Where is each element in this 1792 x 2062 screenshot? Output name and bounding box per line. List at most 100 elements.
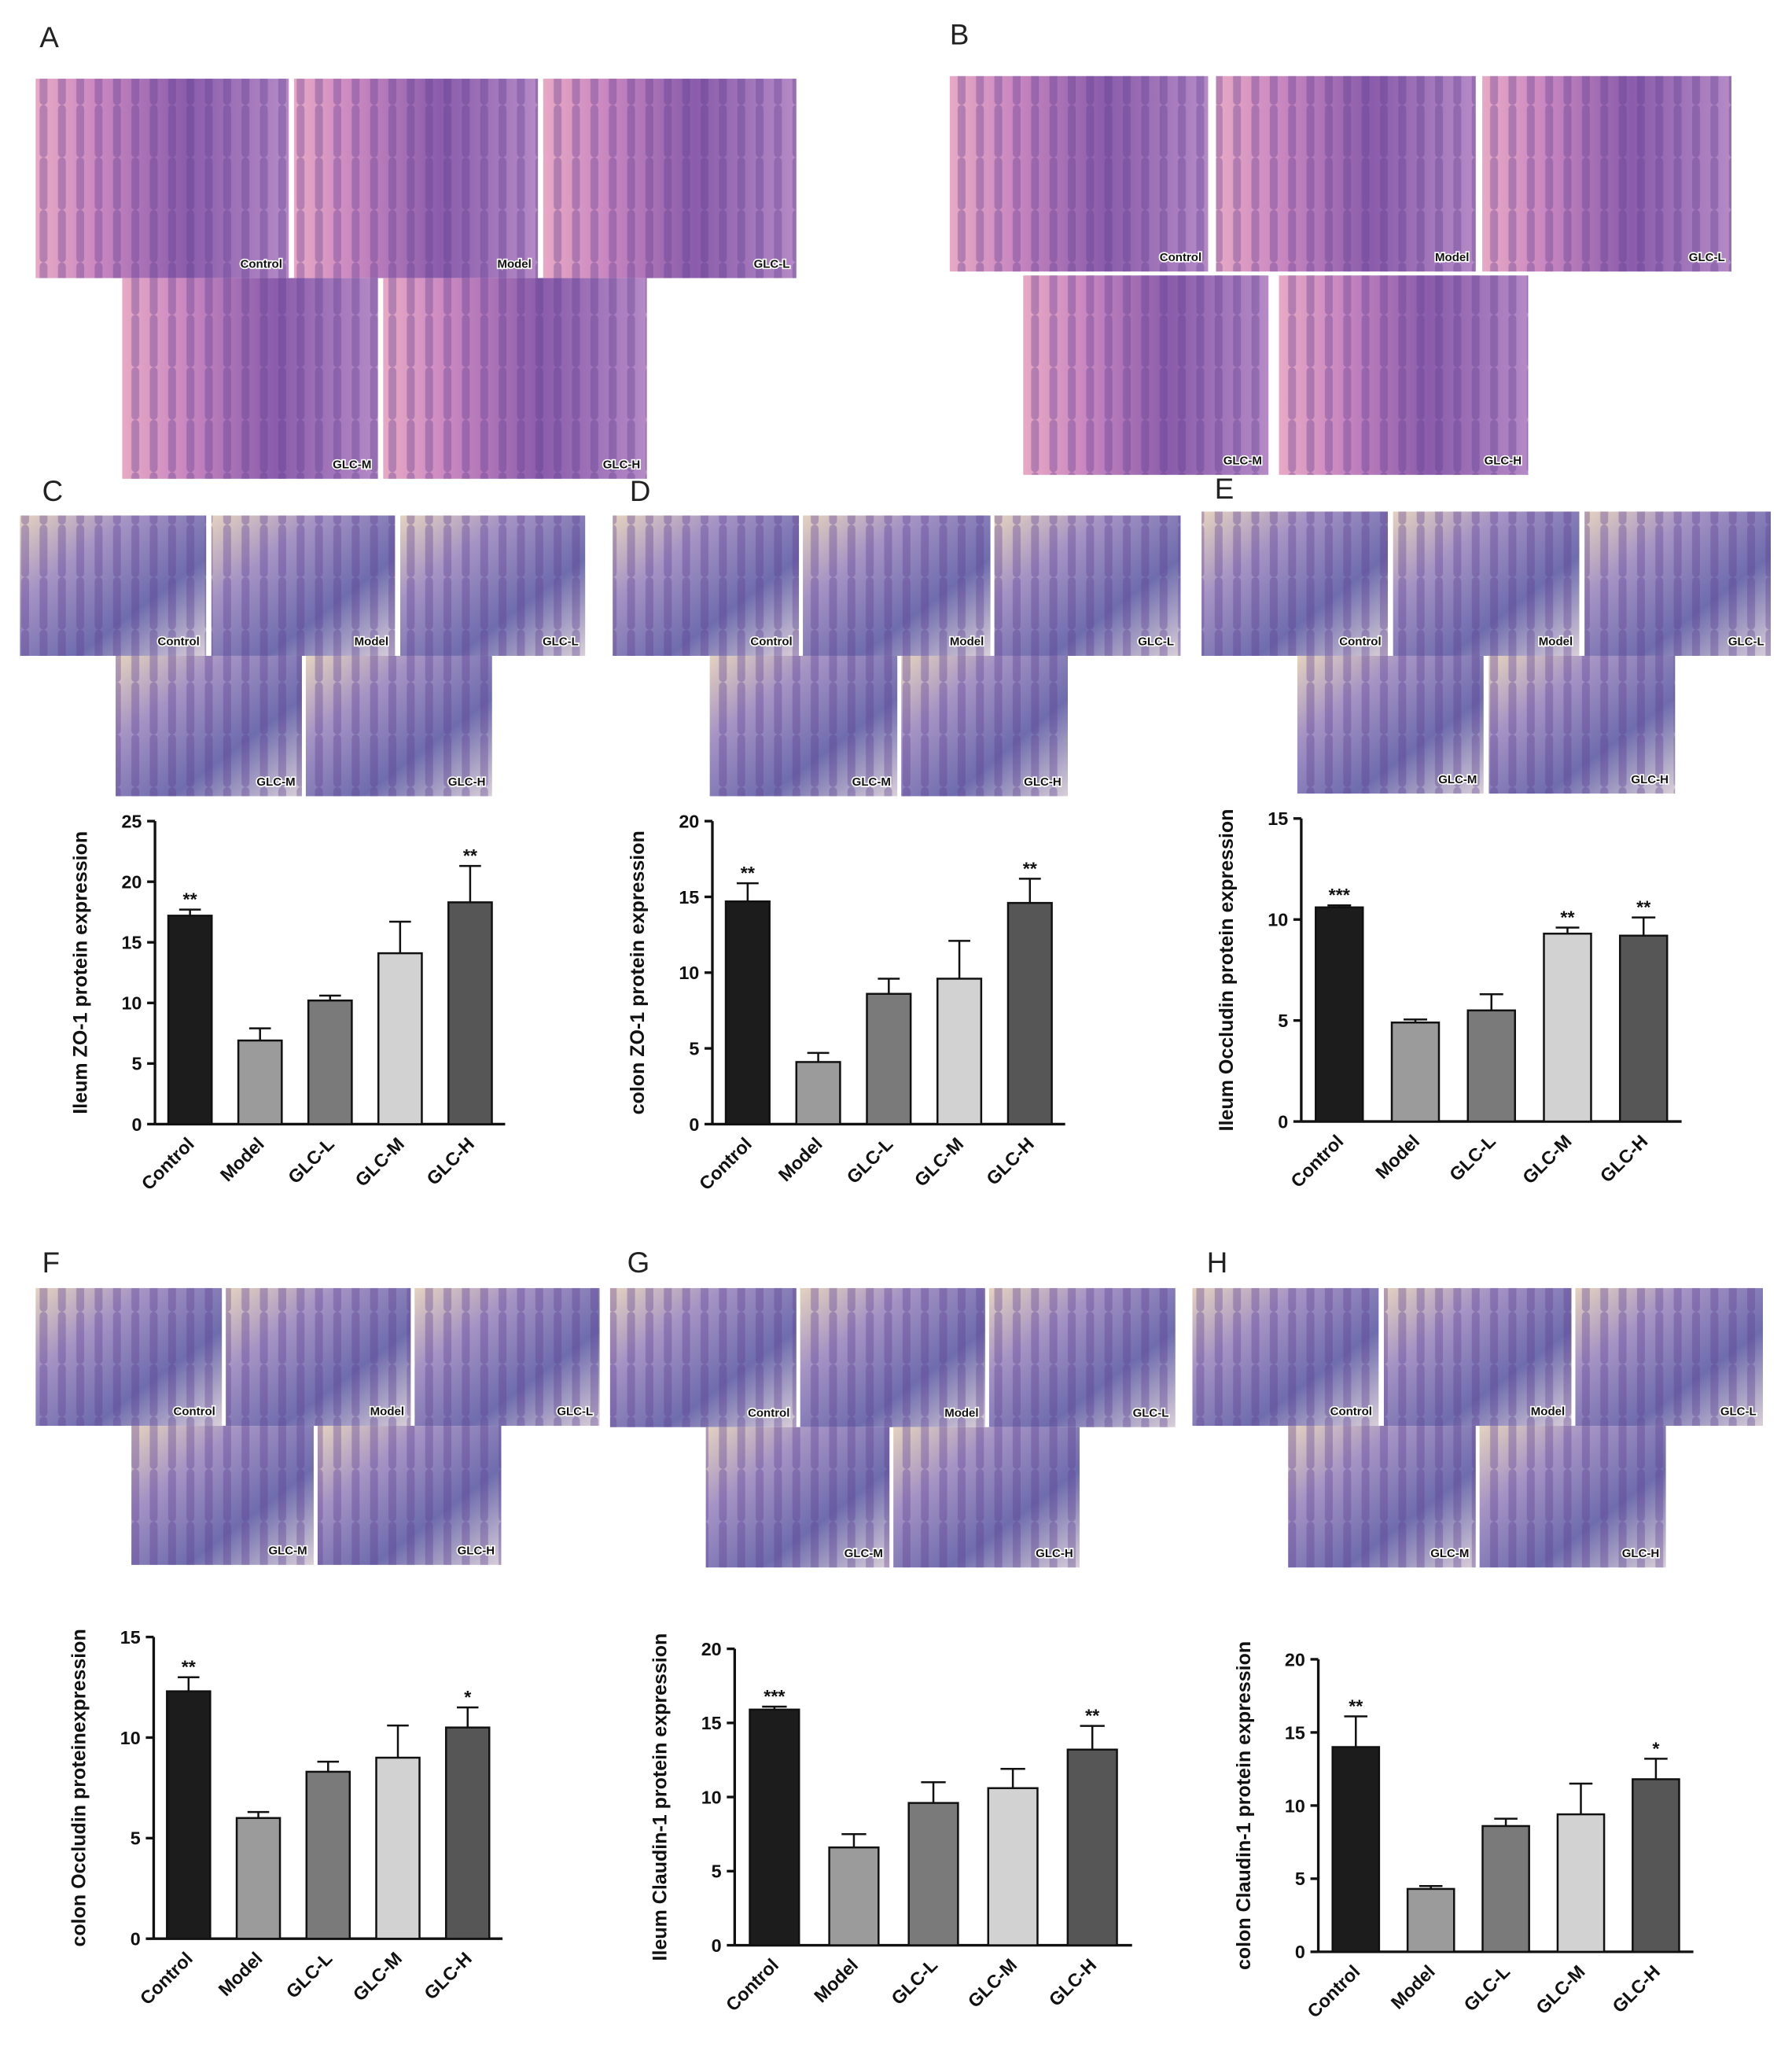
x-tick-label: Control bbox=[136, 1948, 197, 2009]
y-tick-label: 0 bbox=[1278, 1111, 1288, 1132]
histology-texture bbox=[988, 1287, 1176, 1427]
y-tick-label: 15 bbox=[701, 1713, 722, 1733]
histology-texture bbox=[613, 515, 800, 656]
x-tick-label: GLC-M bbox=[911, 1133, 967, 1190]
image-label: GLC-H bbox=[1622, 1547, 1660, 1560]
panel-letter: F bbox=[42, 1246, 60, 1279]
histology-texture bbox=[901, 655, 1068, 797]
panel-letter: B bbox=[950, 19, 969, 51]
bar bbox=[987, 1787, 1039, 1946]
histology-texture bbox=[1383, 1287, 1572, 1427]
image-label: GLC-L bbox=[1138, 635, 1174, 649]
histology-texture bbox=[211, 515, 396, 656]
error-bar bbox=[318, 994, 341, 1001]
significance: ** bbox=[183, 889, 198, 910]
bar bbox=[1006, 901, 1053, 1125]
y-tick-label: 10 bbox=[679, 963, 699, 983]
histology-texture bbox=[226, 1287, 411, 1427]
x-tick-label: Control bbox=[1303, 1961, 1363, 2022]
image-label: GLC-M bbox=[256, 775, 295, 789]
error-bar bbox=[248, 1027, 271, 1041]
x-tick-label: GLC-M bbox=[1532, 1961, 1588, 2018]
histology-texture bbox=[1297, 655, 1484, 794]
histology-texture bbox=[1575, 1287, 1764, 1427]
bar bbox=[444, 1726, 491, 1940]
y-tick-label: 10 bbox=[701, 1787, 722, 1807]
bar bbox=[375, 1756, 421, 1940]
x-tick-label: GLC-L bbox=[843, 1133, 897, 1187]
y-axis-label: Ileum Claudin-1 protein expression bbox=[649, 1633, 672, 1961]
histology-texture bbox=[122, 278, 378, 479]
bar bbox=[1556, 1813, 1606, 1953]
image-label: Control bbox=[174, 1405, 215, 1419]
y-tick-label: 20 bbox=[701, 1639, 722, 1659]
image-label: Control bbox=[750, 635, 792, 649]
error-bar bbox=[1000, 1768, 1025, 1788]
image-label: GLC-L bbox=[557, 1405, 593, 1419]
image-label: Model bbox=[1531, 1405, 1565, 1419]
y-axis-label: colon ZO-1 protein expression bbox=[627, 830, 649, 1114]
significance: * bbox=[1652, 1738, 1660, 1758]
panel-letter: D bbox=[630, 475, 651, 507]
significance: ** bbox=[1085, 1706, 1100, 1726]
x-tick-label: GLC-L bbox=[887, 1954, 941, 2009]
x-tick-label: Model bbox=[775, 1133, 826, 1185]
y-tick-label: 15 bbox=[1285, 1722, 1305, 1743]
x-tick-label: GLC-H bbox=[982, 1133, 1038, 1189]
bar bbox=[1390, 1021, 1441, 1123]
y-tick-label: 0 bbox=[131, 1929, 141, 1950]
y-tick-label: 5 bbox=[1278, 1011, 1288, 1031]
error-bar bbox=[807, 1051, 830, 1062]
bar bbox=[749, 1708, 800, 1946]
bar bbox=[1632, 1778, 1680, 1953]
error-bar bbox=[1479, 993, 1503, 1011]
image-label: GLC-L bbox=[543, 635, 579, 649]
significance: ** bbox=[1349, 1696, 1363, 1716]
y-tick-label: 15 bbox=[121, 933, 142, 953]
significance: ** bbox=[741, 863, 756, 883]
y-axis-label: colon Claudin-1 protein expression bbox=[1233, 1641, 1255, 1970]
bar bbox=[166, 1690, 212, 1940]
panel-letter: E bbox=[1215, 473, 1234, 505]
x-tick-label: Control bbox=[138, 1133, 198, 1194]
image-label: Control bbox=[1160, 251, 1201, 264]
histology-texture bbox=[709, 655, 898, 797]
y-axis-label: Ileum ZO-1 protein expression bbox=[69, 831, 91, 1114]
histology-texture bbox=[35, 1287, 223, 1427]
bar bbox=[1618, 934, 1669, 1123]
x-tick-label: GLC-L bbox=[282, 1948, 337, 2002]
y-tick-label: 0 bbox=[131, 1114, 142, 1135]
image-label: GLC-L bbox=[754, 257, 790, 271]
image-label: GLC-M bbox=[268, 1545, 307, 1558]
error-bar bbox=[317, 1760, 340, 1772]
image-label: Model bbox=[1539, 635, 1573, 649]
histology-texture bbox=[116, 655, 302, 797]
bar bbox=[307, 999, 353, 1125]
y-axis-label: colon Occludin proteinexpression bbox=[68, 1629, 90, 1946]
y-tick-label: 0 bbox=[689, 1114, 699, 1135]
error-bar bbox=[456, 1706, 479, 1728]
image-label: GLC-M bbox=[1430, 1547, 1469, 1560]
histology-texture bbox=[994, 515, 1181, 656]
image-label: Control bbox=[1339, 635, 1381, 649]
error-bar bbox=[1404, 1018, 1427, 1023]
histology-texture bbox=[543, 79, 797, 278]
panel-letter: A bbox=[39, 21, 59, 53]
error-bar bbox=[1419, 1884, 1443, 1889]
histology-texture bbox=[1488, 655, 1676, 794]
error-bar bbox=[921, 1780, 946, 1803]
y-tick-label: 5 bbox=[131, 1054, 142, 1074]
y-tick-label: 5 bbox=[131, 1828, 141, 1849]
image-label: Control bbox=[748, 1406, 789, 1419]
image-label: GLC-H bbox=[1485, 454, 1522, 467]
image-label: GLC-L bbox=[1720, 1405, 1757, 1419]
x-tick-label: Model bbox=[810, 1954, 862, 2006]
image-label: Model bbox=[497, 257, 531, 271]
image-label: GLC-H bbox=[603, 458, 641, 471]
error-bar bbox=[1555, 926, 1580, 934]
histology-texture bbox=[400, 515, 586, 656]
histology-texture bbox=[1279, 275, 1529, 475]
panel-letter: H bbox=[1207, 1246, 1228, 1279]
